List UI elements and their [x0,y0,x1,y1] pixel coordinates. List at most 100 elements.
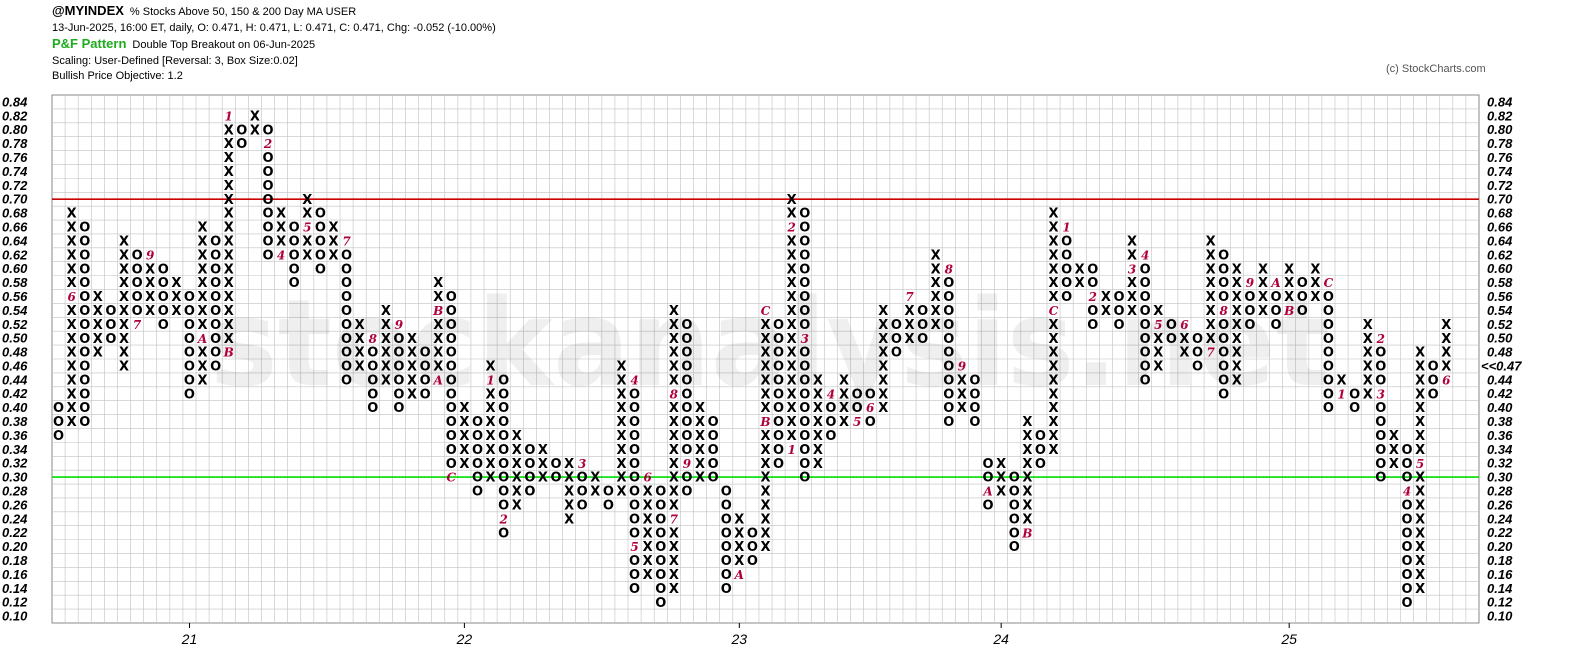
x-box: X [67,207,77,222]
x-box: X [119,290,129,305]
x-box: X [564,471,574,486]
o-box: O [747,540,758,555]
x-box: X [1284,290,1294,305]
x-box: X [669,346,679,361]
o-box: O [79,248,90,263]
o-box: O [341,360,352,375]
o-box: O [1087,276,1098,291]
x-box: X [760,346,770,361]
y-tick-label-left: 0.52 [2,317,28,332]
x-box: X [198,346,208,361]
o-box: O [420,373,431,388]
month-marker: 5 [630,540,638,554]
x-box: X [787,234,797,249]
o-box: O [1375,373,1386,388]
o-box: O [1140,262,1151,277]
month-marker: 8 [369,332,378,346]
x-box: X [787,290,797,305]
x-box: X [224,123,234,138]
x-box: X [760,471,770,486]
x-box: X [459,443,469,458]
x-box: X [957,373,967,388]
o-box: O [799,360,810,375]
o-box: O [773,429,784,444]
y-tick-label-right: 0.52 [1487,317,1513,332]
y-tick-label-left: 0.26 [2,497,28,512]
o-box: O [132,276,143,291]
ohlc-line: 13-Jun-2025, 16:00 ET, daily, O: 0.471, … [52,22,496,34]
x-box: X [787,387,797,402]
x-box: X [93,332,103,347]
o-box: O [262,165,273,180]
x-box: X [224,290,234,305]
o-box: O [79,373,90,388]
month-marker: 2 [1376,332,1385,346]
x-box: X [760,485,770,500]
x-box: X [1389,457,1399,472]
o-box: O [184,290,195,305]
o-box: O [943,290,954,305]
o-box: O [969,387,980,402]
x-box: X [224,165,234,180]
x-box: X [512,498,522,513]
x-box: X [512,443,522,458]
o-box: O [367,360,378,375]
o-box: O [773,373,784,388]
o-box: O [184,304,195,319]
o-box: O [1140,360,1151,375]
o-box: O [367,346,378,361]
x-tick-label: 21 [181,631,198,647]
x-box: X [669,401,679,416]
x-box: X [1389,429,1399,444]
o-box: O [393,332,404,347]
o-box: O [681,360,692,375]
x-box: X [224,179,234,194]
month-marker: 9 [395,318,404,332]
o-box: O [1323,332,1334,347]
o-box: O [79,221,90,236]
o-box: O [773,401,784,416]
o-box: O [498,457,509,472]
month-marker: 3 [801,332,809,346]
o-box: O [105,332,116,347]
x-box: X [355,332,365,347]
o-box: O [943,401,954,416]
x-box: X [734,540,744,555]
x-box: X [224,304,234,319]
month-marker: 9 [958,360,967,374]
x-box: X [760,332,770,347]
o-box: O [629,582,640,597]
x-box: X [224,234,234,249]
y-tick-label-right: 0.20 [1487,539,1513,554]
x-box: X [198,276,208,291]
o-box: O [943,360,954,375]
o-box: O [210,304,221,319]
x-box: X [407,373,417,388]
x-box: X [224,193,234,208]
y-tick-label-right: 0.48 [1487,345,1513,360]
o-box: O [655,485,666,500]
x-box: X [1075,262,1085,277]
o-box: O [498,471,509,486]
o-box: O [498,443,509,458]
o-box: O [184,346,195,361]
y-tick-label-left: 0.18 [2,553,28,568]
x-box: X [878,387,888,402]
x-box: X [1363,360,1373,375]
x-box: X [669,457,679,472]
o-box: O [983,457,994,472]
x-box: X [1179,332,1189,347]
o-box: O [1271,318,1282,333]
o-box: O [551,471,562,486]
x-box: X [1415,346,1425,361]
o-box: O [825,429,836,444]
month-marker: 9 [146,248,155,262]
x-box: X [878,373,888,388]
x-box: X [1049,248,1059,263]
y-tick-label-left: 0.82 [2,108,28,123]
month-marker: 7 [133,318,142,332]
x-box: X [787,373,797,388]
x-box: X [1022,485,1032,500]
x-box: X [695,429,705,444]
x-box: X [407,332,417,347]
